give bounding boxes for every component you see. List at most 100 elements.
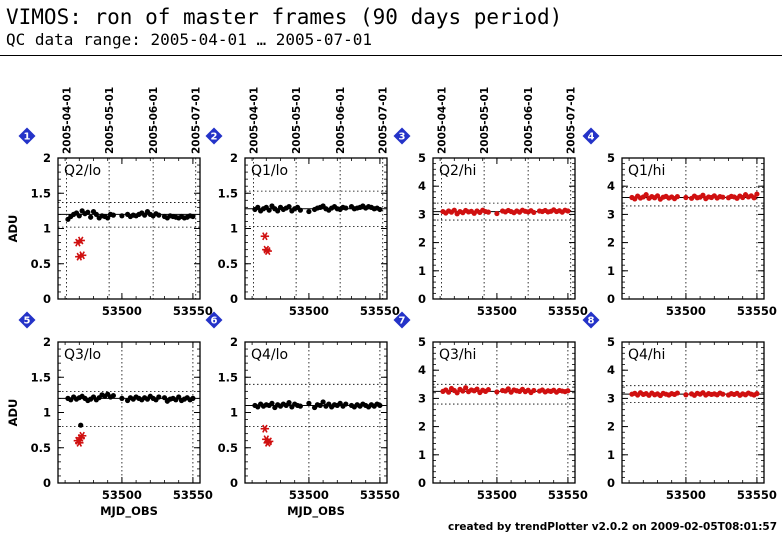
data-point <box>142 212 148 218</box>
date-tick-label: 2005-06-01 <box>523 87 535 154</box>
panel-number-label: 8 <box>588 316 595 327</box>
y-tick-label: 1.5 <box>218 186 238 200</box>
data-point <box>156 394 162 400</box>
chart-panel-7: 7 0 1 2 3 4 5 53500 53550 Q3/hi <box>393 311 588 502</box>
y-tick-label: 0 <box>418 292 426 306</box>
page-subtitle: QC data range: 2005-04-01 … 2005-07-01 <box>6 30 373 49</box>
y-axis-label: ADU <box>6 215 20 243</box>
data-point <box>286 204 292 210</box>
data-point <box>76 213 82 219</box>
plot-frame <box>432 157 576 300</box>
data-point <box>446 389 452 395</box>
data-point <box>565 388 571 394</box>
date-tick-label: 2005-07-01 <box>566 87 578 154</box>
chart-panel-3: 3 0 1 2 3 4 5 53500 53550 2005-04-01 2005-05-01 200… <box>393 87 588 318</box>
panel-number-label: 6 <box>211 316 218 327</box>
data-point <box>105 215 111 221</box>
y-tick-label: 4 <box>607 363 615 377</box>
y-tick-label: 0 <box>230 476 238 490</box>
y-tick-label: 0 <box>607 292 615 306</box>
data-point <box>494 389 500 395</box>
chart-panel-6: 6 0 0.5 1 1.5 2 53500 53550 Q4/lo MJD_OBS <box>205 311 400 519</box>
data-point <box>297 403 303 409</box>
panel-badge-diamond <box>393 311 411 329</box>
y-tick-label: 1.5 <box>218 370 238 384</box>
y-tick-label: 3 <box>418 207 426 221</box>
y-tick-label: 1 <box>607 264 615 278</box>
y-tick-label: 2 <box>43 151 51 165</box>
y-tick-label: 0 <box>607 476 615 490</box>
panel-badge-diamond <box>205 311 223 329</box>
data-point <box>463 385 469 391</box>
data-point <box>269 400 275 406</box>
page-title: VIMOS: ron of master frames (90 days per… <box>6 5 563 29</box>
chart-panel-1: 1 0 0.5 1 1.5 2 53500 53550 2005-04-01 2005-05-01… <box>6 87 213 318</box>
data-point <box>674 390 680 396</box>
date-tick-label: 2005-05-01 <box>291 87 303 154</box>
y-tick-label: 5 <box>418 335 426 349</box>
y-tick-label: 5 <box>607 151 615 165</box>
panel-label: Q4/hi <box>628 347 665 363</box>
date-tick-label: 2005-04-01 <box>249 87 261 154</box>
panel-badge-diamond <box>582 311 600 329</box>
data-point <box>190 395 196 401</box>
y-tick-label: 2 <box>230 335 238 349</box>
x-tick-label: 53550 <box>173 488 213 502</box>
data-point-star <box>262 232 268 241</box>
data-point <box>286 400 292 406</box>
y-tick-label: 1 <box>607 448 615 462</box>
y-tick-label: 1 <box>230 222 238 236</box>
y-tick-label: 4 <box>418 179 426 193</box>
panel-label: Q1/hi <box>628 163 665 179</box>
data-point <box>377 402 383 409</box>
y-tick-label: 3 <box>418 391 426 405</box>
data-point <box>156 212 162 218</box>
panel-label: Q1/lo <box>251 163 288 179</box>
y-tick-label: 2 <box>607 236 615 250</box>
data-point <box>643 192 649 198</box>
x-tick-label: 53500 <box>289 488 329 502</box>
x-tick-label: 53550 <box>173 304 213 318</box>
y-tick-label: 5 <box>418 151 426 165</box>
chart-panel-2: 2 0 0.5 1 1.5 2 53500 53550 2005-04-01 2005-05-01… <box>205 87 400 318</box>
data-point <box>674 194 680 200</box>
data-point-star <box>77 236 84 245</box>
panel-number-label: 4 <box>588 132 595 143</box>
plot-frame <box>621 341 765 484</box>
x-tick-label: 53500 <box>477 304 517 318</box>
x-tick-label: 53500 <box>666 488 706 502</box>
y-tick-label: 3 <box>607 391 615 405</box>
date-tick-label: 2005-07-01 <box>378 87 390 154</box>
data-point <box>190 213 196 220</box>
panel-badge-diamond <box>393 127 411 145</box>
y-tick-label: 0 <box>43 292 51 306</box>
data-point <box>565 208 571 214</box>
y-tick-label: 0 <box>418 476 426 490</box>
plot-frame <box>621 157 765 300</box>
data-point <box>110 212 116 218</box>
panel-badge-diamond <box>582 127 600 145</box>
x-tick-label: 53550 <box>360 488 400 502</box>
data-point <box>93 211 99 217</box>
panel-number-label: 2 <box>211 132 218 143</box>
y-tick-label: 0.5 <box>218 441 238 455</box>
x-tick-label: 53550 <box>360 304 400 318</box>
data-point <box>297 207 303 213</box>
panel-number-label: 5 <box>24 316 31 327</box>
panel-label: Q3/hi <box>439 347 476 363</box>
data-point <box>720 194 726 200</box>
y-tick-label: 0.5 <box>218 257 238 271</box>
footer-credit: created by trendPlotter v2.0.2 on 2009-0… <box>448 521 778 533</box>
data-point <box>720 391 726 397</box>
x-tick-label: 53550 <box>737 304 777 318</box>
x-axis-label: MJD_OBS <box>100 504 158 519</box>
y-tick-label: 2 <box>607 420 615 434</box>
y-tick-label: 2 <box>418 236 426 250</box>
data-point <box>306 208 312 215</box>
data-point <box>110 392 116 399</box>
data-point <box>320 399 326 405</box>
data-point <box>306 400 312 406</box>
y-tick-label: 1.5 <box>31 186 51 200</box>
chart-panel-5: 5 0 0.5 1 1.5 2 53500 53550 Q3/lo ADU MJD_OBS <box>6 311 213 519</box>
